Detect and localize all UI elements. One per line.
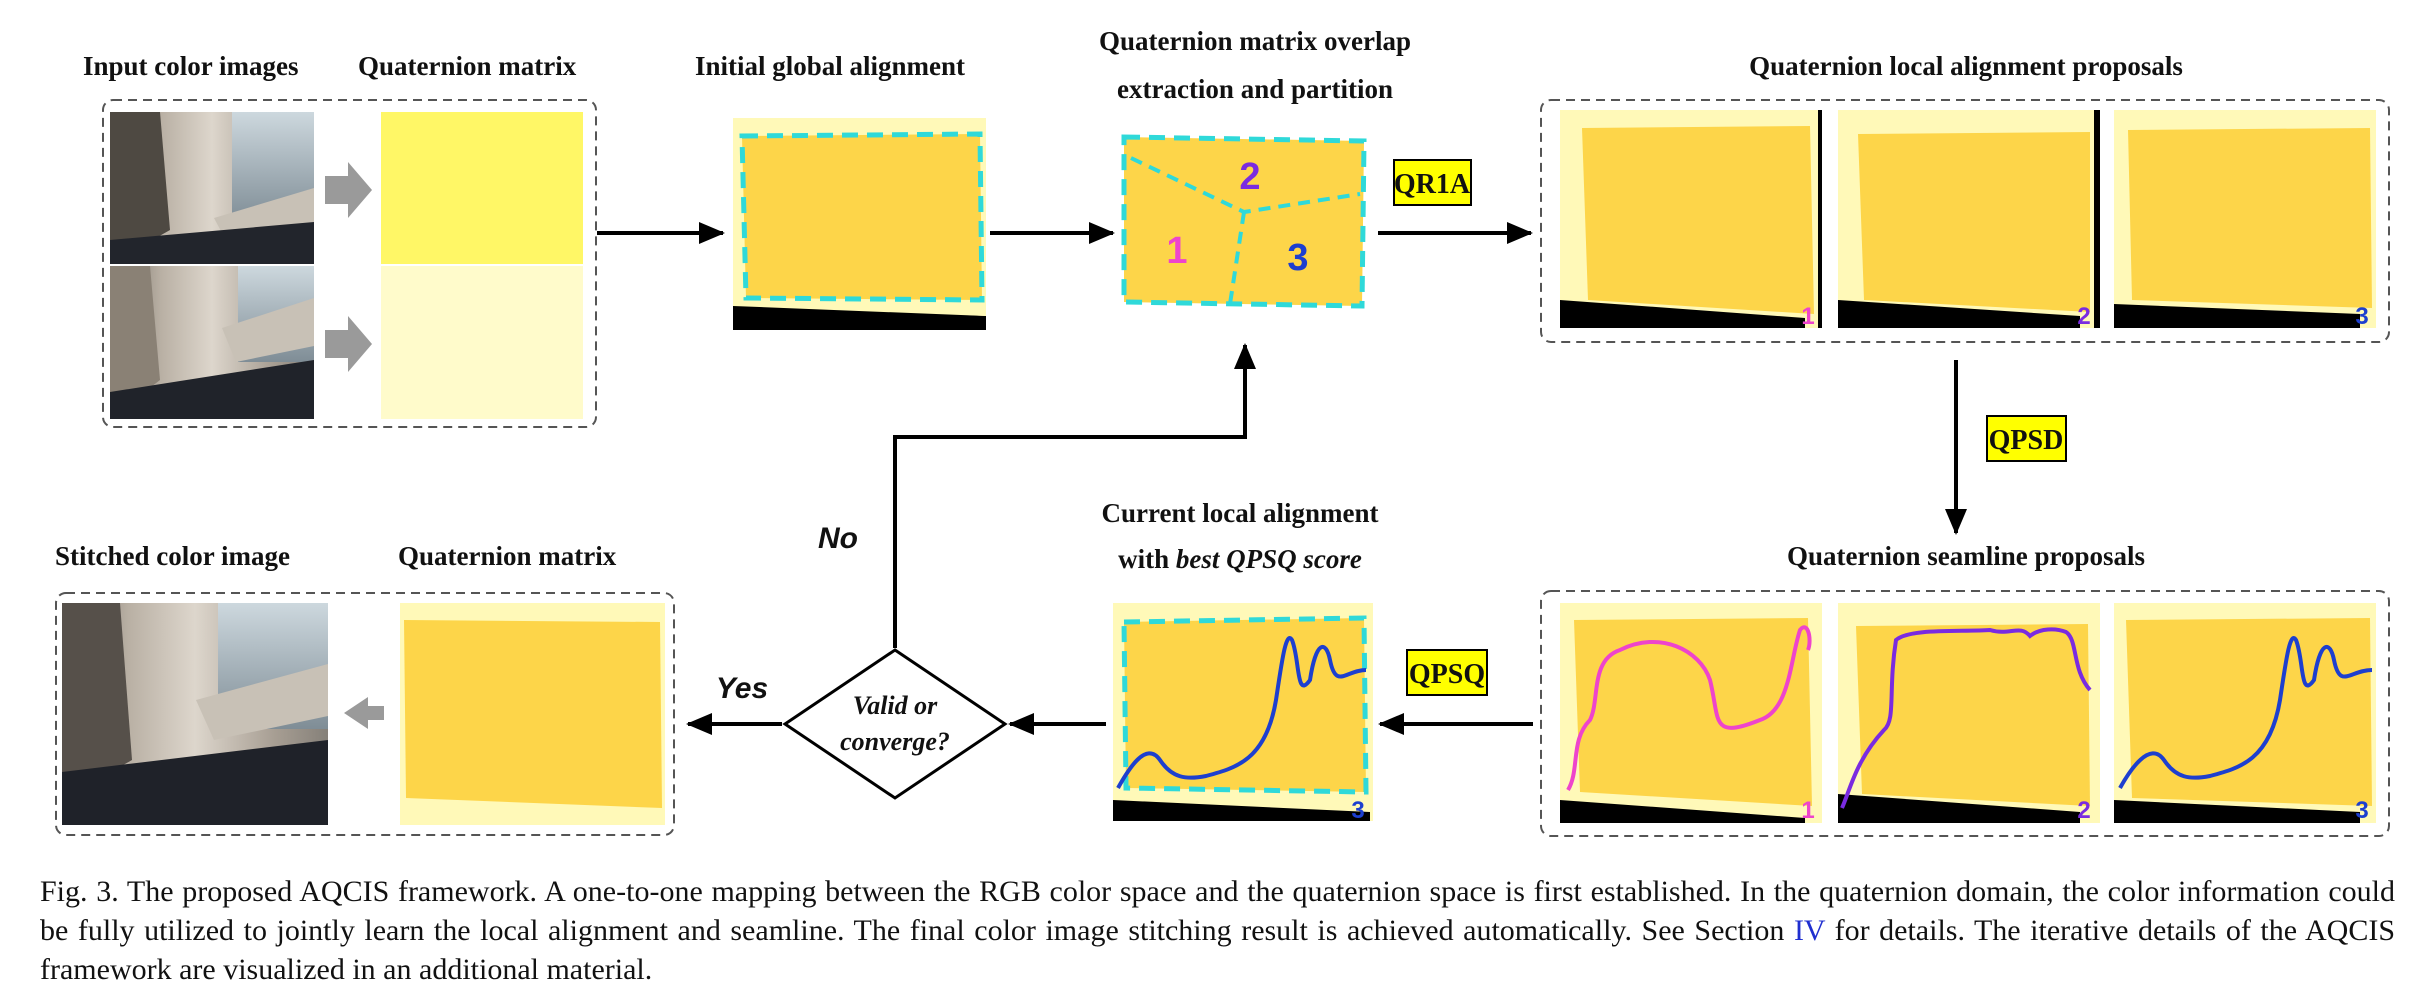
quaternion-matrix-2 <box>381 266 583 419</box>
proposal-3-number: 3 <box>2355 303 2368 330</box>
decision-line2: converge? <box>840 727 950 756</box>
region-2-label: 2 <box>1239 156 1260 198</box>
label-no: No <box>818 522 858 555</box>
qpsq-tag <box>1406 649 1488 696</box>
region-3-label: 3 <box>1287 237 1308 279</box>
gray-arrow-left-icon <box>344 697 384 729</box>
overlap-partition: 2 1 3 <box>1121 134 1367 309</box>
label-current-line1: Current local alignment <box>1102 498 1379 528</box>
label-input-color-images: Input color images <box>83 51 299 81</box>
label-overlap-line2: extraction and partition <box>1117 74 1393 104</box>
caption-text-after: for details. The iterative details of th… <box>40 914 2395 986</box>
output-panel <box>55 592 675 836</box>
no-loop-line <box>893 358 1247 648</box>
proposal-2-number: 2 <box>2077 303 2090 330</box>
figure-caption: Fig. 3. The proposed AQCIS framework. A … <box>40 872 2395 989</box>
qpsd-tag-text: QPSD <box>1989 425 2064 456</box>
framework-diagram: Input color images Quaternion matrix Ini… <box>55 26 2390 837</box>
seamline-proposal-1: 1 <box>1560 603 1822 824</box>
seamline-3-number: 3 <box>2355 797 2368 824</box>
seamline-proposals-panel <box>1540 590 2390 837</box>
label-initial-global-alignment: Initial global alignment <box>695 51 965 81</box>
local-proposal-2: 2 <box>1838 110 2100 330</box>
local-proposal-3: 3 <box>2114 110 2376 330</box>
seamline-2-number: 2 <box>2077 797 2090 824</box>
label-quaternion-matrix-bottom: Quaternion matrix <box>398 541 617 571</box>
seamline-proposal-2: 2 <box>1838 603 2100 824</box>
input-photo-1 <box>110 112 314 264</box>
global-alignment-matrix <box>733 118 986 330</box>
label-local-alignment-proposals: Quaternion local alignment proposals <box>1749 51 2183 81</box>
label-quaternion-matrix-top: Quaternion matrix <box>358 51 577 81</box>
caption-section-link[interactable]: IV <box>1793 914 1826 947</box>
label-seamline-proposals: Quaternion seamline proposals <box>1787 541 2145 571</box>
input-photo-2 <box>110 266 314 419</box>
qpsd-tag <box>1986 415 2067 462</box>
current-local-alignment: 3 <box>1113 603 1373 824</box>
decision-line1: Valid or <box>853 691 938 720</box>
qr1a-tag-text: QR1A <box>1394 169 1471 200</box>
label-current-line2: with best QPSQ score <box>1118 544 1362 574</box>
qr1a-tag <box>1393 159 1472 206</box>
label-stitched-color-image: Stitched color image <box>55 541 290 571</box>
label-overlap-line1: Quaternion matrix overlap <box>1099 26 1411 56</box>
proposal-1-number: 1 <box>1801 303 1814 330</box>
label-yes: Yes <box>716 672 768 705</box>
decision-diamond <box>782 648 1008 800</box>
seamline-1-number: 1 <box>1801 797 1814 824</box>
stitched-photo <box>62 603 328 825</box>
local-proposals-panel <box>1540 99 2390 343</box>
quaternion-matrix-1 <box>381 112 583 264</box>
seamline-proposal-3: 3 <box>2114 603 2376 824</box>
current-region-number: 3 <box>1351 797 1364 824</box>
output-quaternion-matrix <box>400 603 665 825</box>
region-1-label: 1 <box>1166 230 1187 272</box>
gray-arrow-icon <box>325 316 372 372</box>
local-proposal-1: 1 <box>1560 110 1822 330</box>
qpsq-tag-text: QPSQ <box>1409 659 1485 690</box>
caption-text-before: Fig. 3. The proposed AQCIS framework. A … <box>40 875 2395 947</box>
gray-arrow-icon <box>325 162 372 218</box>
